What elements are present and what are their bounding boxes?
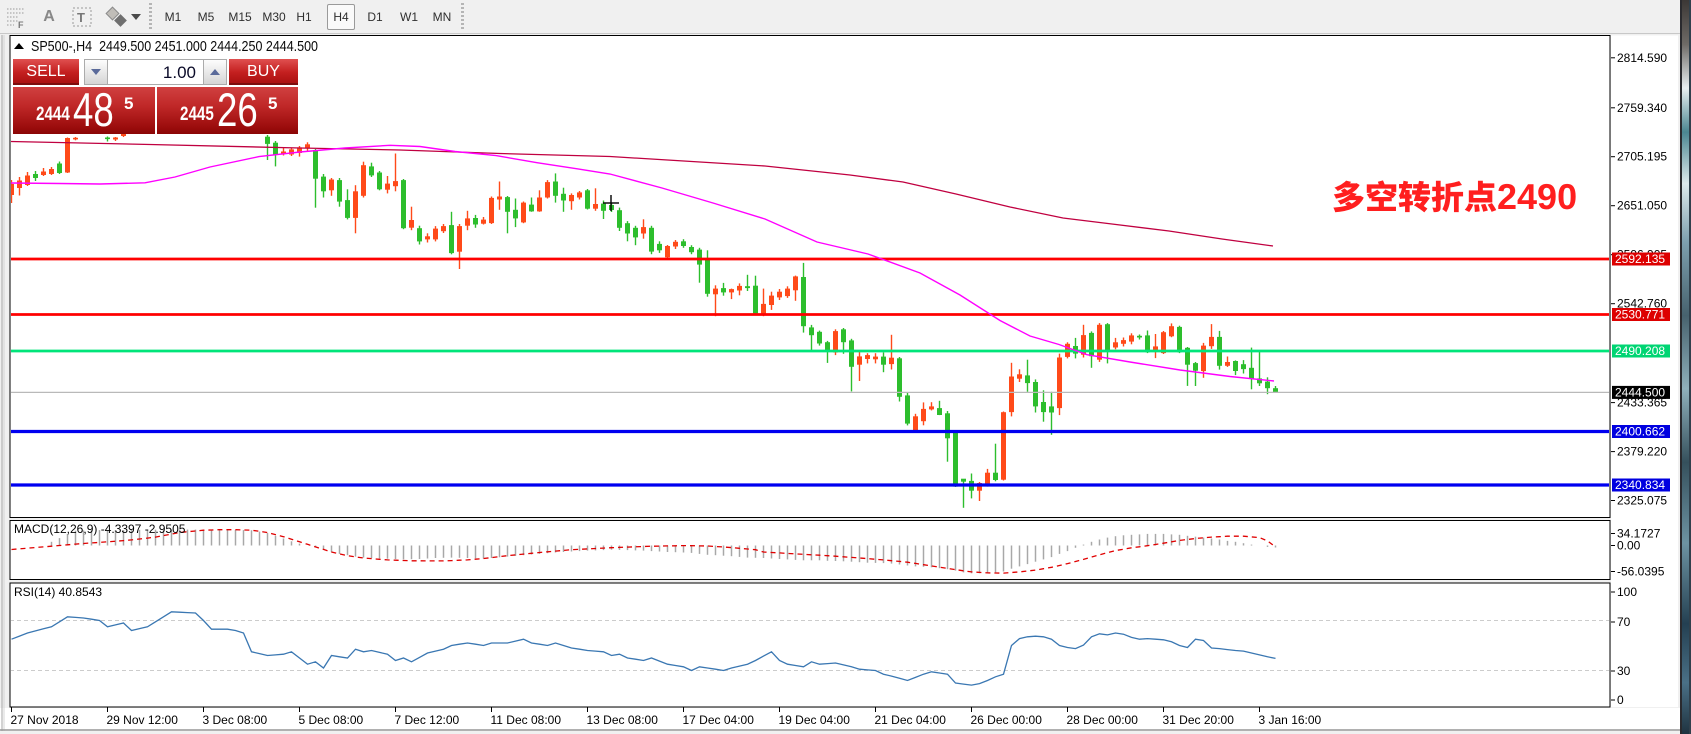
svg-text:2759.340: 2759.340: [1617, 101, 1667, 115]
svg-text:29 Nov 12:00: 29 Nov 12:00: [107, 713, 179, 727]
svg-text:31 Dec 20:00: 31 Dec 20:00: [1163, 713, 1235, 727]
svg-text:100: 100: [1617, 585, 1637, 599]
svg-text:2400.662: 2400.662: [1615, 425, 1665, 439]
svg-text:2379.220: 2379.220: [1617, 445, 1667, 459]
svg-text:7 Dec 12:00: 7 Dec 12:00: [395, 713, 460, 727]
svg-text:27 Nov 2018: 27 Nov 2018: [11, 713, 79, 727]
svg-text:5 Dec 08:00: 5 Dec 08:00: [299, 713, 364, 727]
svg-text:26 Dec 00:00: 26 Dec 00:00: [971, 713, 1043, 727]
svg-text:19 Dec 04:00: 19 Dec 04:00: [779, 713, 851, 727]
svg-text:21 Dec 04:00: 21 Dec 04:00: [875, 713, 947, 727]
svg-text:11 Dec 08:00: 11 Dec 08:00: [491, 713, 562, 727]
svg-text:2433.365: 2433.365: [1617, 396, 1667, 410]
svg-text:MACD(12,26,9) -4.3397 -2.9505: MACD(12,26,9) -4.3397 -2.9505: [14, 522, 186, 536]
svg-text:2542.760: 2542.760: [1617, 297, 1667, 311]
svg-text:70: 70: [1617, 615, 1631, 629]
svg-text:30: 30: [1617, 664, 1631, 678]
svg-text:0.00: 0.00: [1617, 539, 1641, 553]
svg-text:SP500-,H4 2449.500 2451.000 2: SP500-,H4 2449.500 2451.000 2444.250 244…: [31, 38, 318, 55]
svg-text:0: 0: [1617, 693, 1624, 707]
svg-text:34.1727: 34.1727: [1617, 527, 1661, 541]
svg-text:2705.195: 2705.195: [1617, 150, 1667, 164]
svg-text:2444.500: 2444.500: [1615, 385, 1665, 399]
svg-text:13 Dec 08:00: 13 Dec 08:00: [587, 713, 659, 727]
svg-text:17 Dec 04:00: 17 Dec 04:00: [683, 713, 755, 727]
svg-text:3 Dec 08:00: 3 Dec 08:00: [203, 713, 268, 727]
svg-text:2340.834: 2340.834: [1615, 478, 1665, 492]
svg-text:2490.208: 2490.208: [1615, 344, 1665, 358]
svg-text:2530.771: 2530.771: [1615, 308, 1665, 322]
svg-text:F: F: [18, 20, 24, 29]
svg-text:3 Jan 16:00: 3 Jan 16:00: [1259, 713, 1322, 727]
svg-text:2814.590: 2814.590: [1617, 51, 1667, 65]
svg-text:2325.075: 2325.075: [1617, 494, 1667, 508]
svg-text:-56.0395: -56.0395: [1617, 565, 1665, 579]
svg-text:28 Dec 00:00: 28 Dec 00:00: [1067, 713, 1139, 727]
svg-text:RSI(14) 40.8543: RSI(14) 40.8543: [14, 585, 102, 599]
svg-text:T: T: [77, 10, 85, 25]
svg-text:2592.135: 2592.135: [1615, 252, 1665, 266]
svg-text:2651.050: 2651.050: [1617, 199, 1667, 213]
